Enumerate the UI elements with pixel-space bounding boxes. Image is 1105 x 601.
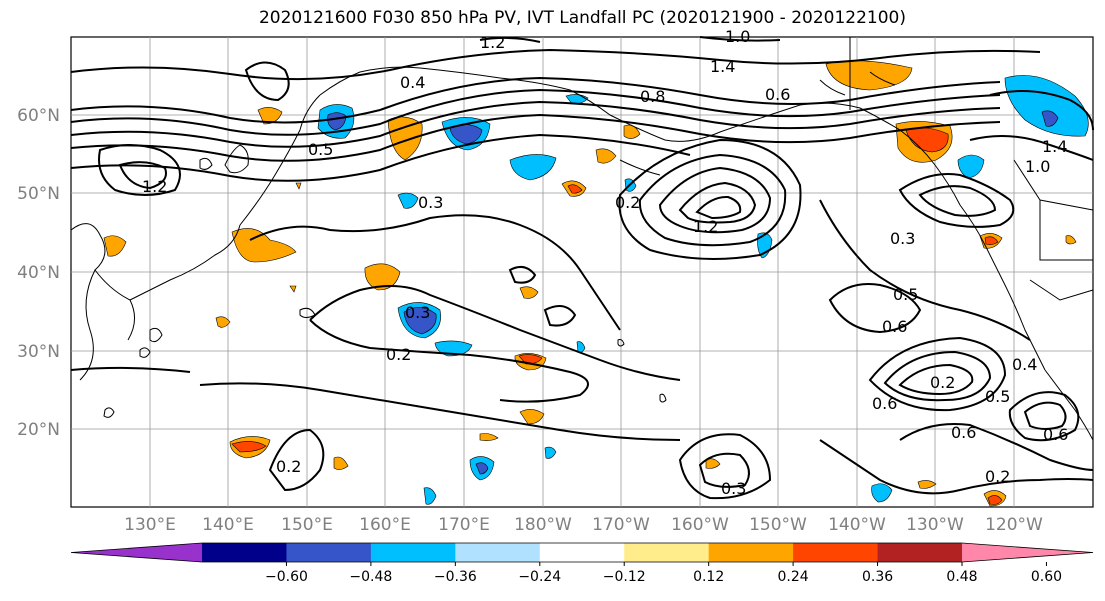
- contour-label: 0.6: [765, 85, 790, 104]
- contour-label: 0.2: [276, 457, 301, 476]
- lat-label: 60°N: [17, 106, 60, 126]
- colorbar-tick-label: −0.48: [349, 569, 392, 585]
- contour-label: 0.2: [930, 373, 955, 392]
- colorbar-segment: [370, 543, 456, 562]
- contour-label: 0.8: [640, 87, 665, 106]
- lon-label: 140°E: [202, 515, 254, 535]
- contour-label: 0.6: [951, 423, 976, 442]
- colorbar-tick-label: −0.36: [434, 569, 477, 585]
- contour-label: 0.5: [893, 285, 918, 304]
- contour-label: 0.2: [985, 467, 1010, 486]
- contour-label: 1.0: [1025, 157, 1050, 176]
- map-title: 2020121600 F030 850 hPa PV, IVT Landfall…: [258, 8, 906, 28]
- lat-label: 30°N: [17, 342, 60, 362]
- lon-label: 130°W: [906, 515, 964, 535]
- contour-label: 0.3: [890, 229, 915, 248]
- lon-label: 170°W: [592, 515, 650, 535]
- colorbar-tick-label: −0.24: [518, 569, 561, 585]
- contour-labels: 1.2 1.0 1.4 0.8 0.6 0.4 0.3 0.2 0.5 1.2 …: [142, 27, 1068, 498]
- longitude-labels: 130°E 140°E 150°E 160°E 170°E 180°W 170°…: [124, 515, 1043, 535]
- colorbar-segment: [455, 543, 541, 562]
- colorbar-segment: [286, 543, 372, 562]
- colorbar-tick-label: 0.24: [778, 569, 809, 585]
- contour-label: 1.0: [725, 27, 750, 46]
- colorbar-segment: [624, 543, 710, 562]
- contour-label: 0.6: [1043, 425, 1068, 444]
- colorbar-segment: [202, 543, 287, 562]
- contour-label: 1.2: [142, 177, 167, 196]
- contour-label: 0.6: [882, 317, 907, 336]
- contour-label: 0.5: [308, 140, 333, 159]
- contour-label: 0.6: [872, 394, 897, 413]
- lat-label: 50°N: [17, 184, 60, 204]
- contour-label: 0.5: [985, 387, 1010, 406]
- lon-label: 160°W: [671, 515, 729, 535]
- contour-label: 1.4: [1042, 137, 1067, 156]
- lon-label: 150°E: [281, 515, 333, 535]
- contour-label: 1.2: [693, 217, 718, 236]
- contour-label: 0.3: [418, 193, 443, 212]
- pv-contours: [70, 36, 1094, 500]
- colorbar-tick-label: 0.48: [946, 569, 977, 585]
- lon-label: 120°W: [985, 515, 1043, 535]
- lon-label: 130°E: [124, 515, 176, 535]
- colorbar-tick-label: −0.60: [265, 569, 308, 585]
- colorbar-tick-label: 0.36: [862, 569, 893, 585]
- contour-label: 0.4: [400, 73, 425, 92]
- graticule: [71, 37, 1093, 507]
- contour-label: 0.3: [405, 303, 430, 322]
- colorbar-extend-low: [71, 543, 202, 562]
- colorbar-tick-label: 0.12: [693, 569, 724, 585]
- colorbar-segment: [793, 543, 879, 562]
- lat-label: 20°N: [17, 420, 60, 440]
- colorbar: −0.60 −0.48 −0.36 −0.24 −0.12 0.12 0.24 0.36 0.4…: [70, 542, 1094, 585]
- lon-label: 140°W: [828, 515, 886, 535]
- colorbar-extend-high: [962, 543, 1093, 562]
- contour-label: 0.3: [721, 479, 746, 498]
- colorbar-segment: [877, 543, 963, 562]
- colorbar-segment: [708, 543, 794, 562]
- colorbar-tick-label: 0.60: [1031, 569, 1062, 585]
- colorbar-segment: [539, 543, 625, 562]
- contour-label: 0.2: [615, 193, 640, 212]
- lon-label: 170°E: [438, 515, 490, 535]
- lon-label: 180°W: [514, 515, 572, 535]
- contour-label: 1.4: [710, 57, 735, 76]
- colorbar-tick-label: −0.12: [603, 569, 646, 585]
- contour-label: 0.2: [386, 345, 411, 364]
- lon-label: 150°W: [749, 515, 807, 535]
- contour-label: 0.4: [1012, 355, 1037, 374]
- latitude-labels: 60°N 50°N 40°N 30°N 20°N: [17, 106, 60, 440]
- colorbar-outline: [70, 542, 1094, 563]
- contour-label: 1.2: [480, 33, 505, 52]
- lat-label: 40°N: [17, 263, 60, 283]
- lon-label: 160°E: [359, 515, 411, 535]
